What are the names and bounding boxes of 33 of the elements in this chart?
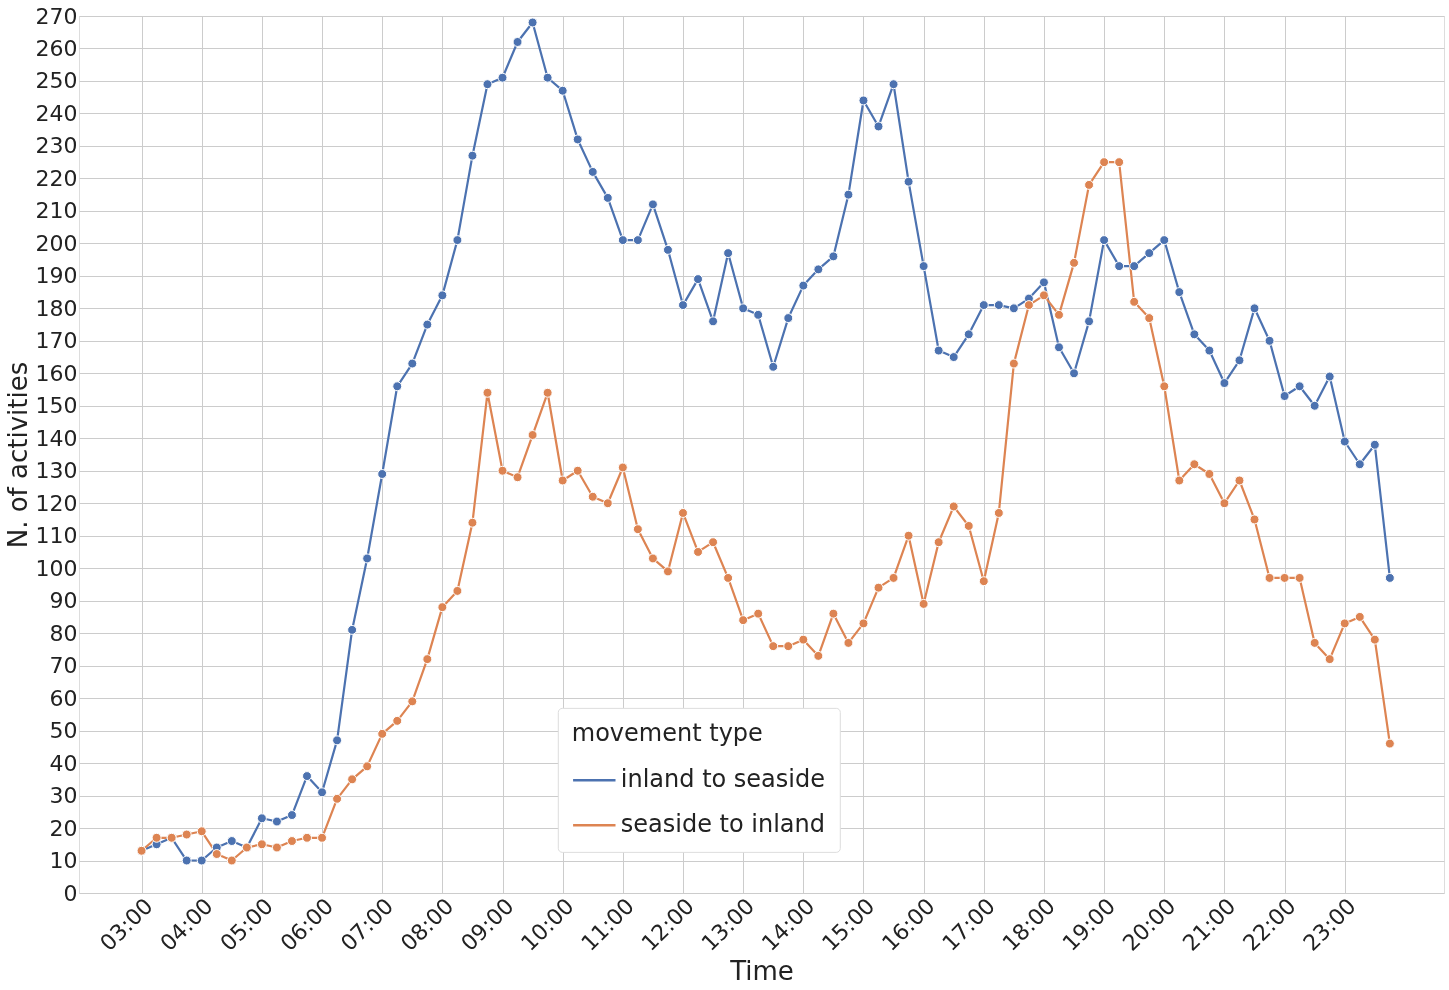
y-tick-label: 60 (49, 685, 78, 711)
y-tick-label: 20 (49, 815, 78, 841)
y-tick-label: 240 (35, 100, 78, 126)
y-axis-title: N. of activities (2, 361, 33, 549)
legend-label: seaside to inland (620, 810, 825, 839)
y-tick-label: 110 (35, 523, 78, 549)
y-tick-label: 100 (35, 555, 78, 581)
y-tick-label: 230 (35, 133, 78, 159)
y-tick-label: 30 (49, 783, 78, 809)
y-tick-label: 40 (49, 750, 78, 776)
y-tick-label: 130 (35, 458, 78, 484)
y-tick-label: 140 (35, 425, 78, 451)
y-tick-label: 190 (35, 263, 78, 289)
legend-label: inland to seaside (620, 765, 825, 794)
y-tick-label: 260 (35, 35, 78, 61)
y-tick-label: 180 (35, 295, 78, 321)
y-tick-label: 210 (35, 198, 78, 224)
y-tick-label: 250 (35, 68, 78, 94)
y-tick-label: 80 (49, 620, 78, 646)
y-tick-label: 90 (49, 588, 78, 614)
y-tick-label: 270 (35, 3, 78, 29)
x-axis-title: Time (729, 956, 794, 987)
y-tick-label: 200 (35, 230, 78, 256)
y-tick-label: 150 (35, 393, 78, 419)
y-tick-label: 120 (35, 490, 78, 516)
y-tick-label: 0 (63, 880, 78, 906)
legend-title: movement type (571, 718, 763, 747)
y-tick-label: 170 (35, 328, 78, 354)
y-tick-label: 70 (49, 653, 78, 679)
y-tick-label: 220 (35, 165, 78, 191)
y-tick-label: 160 (35, 360, 78, 386)
y-tick-label: 50 (49, 718, 78, 744)
y-tick-label: 10 (49, 848, 78, 874)
